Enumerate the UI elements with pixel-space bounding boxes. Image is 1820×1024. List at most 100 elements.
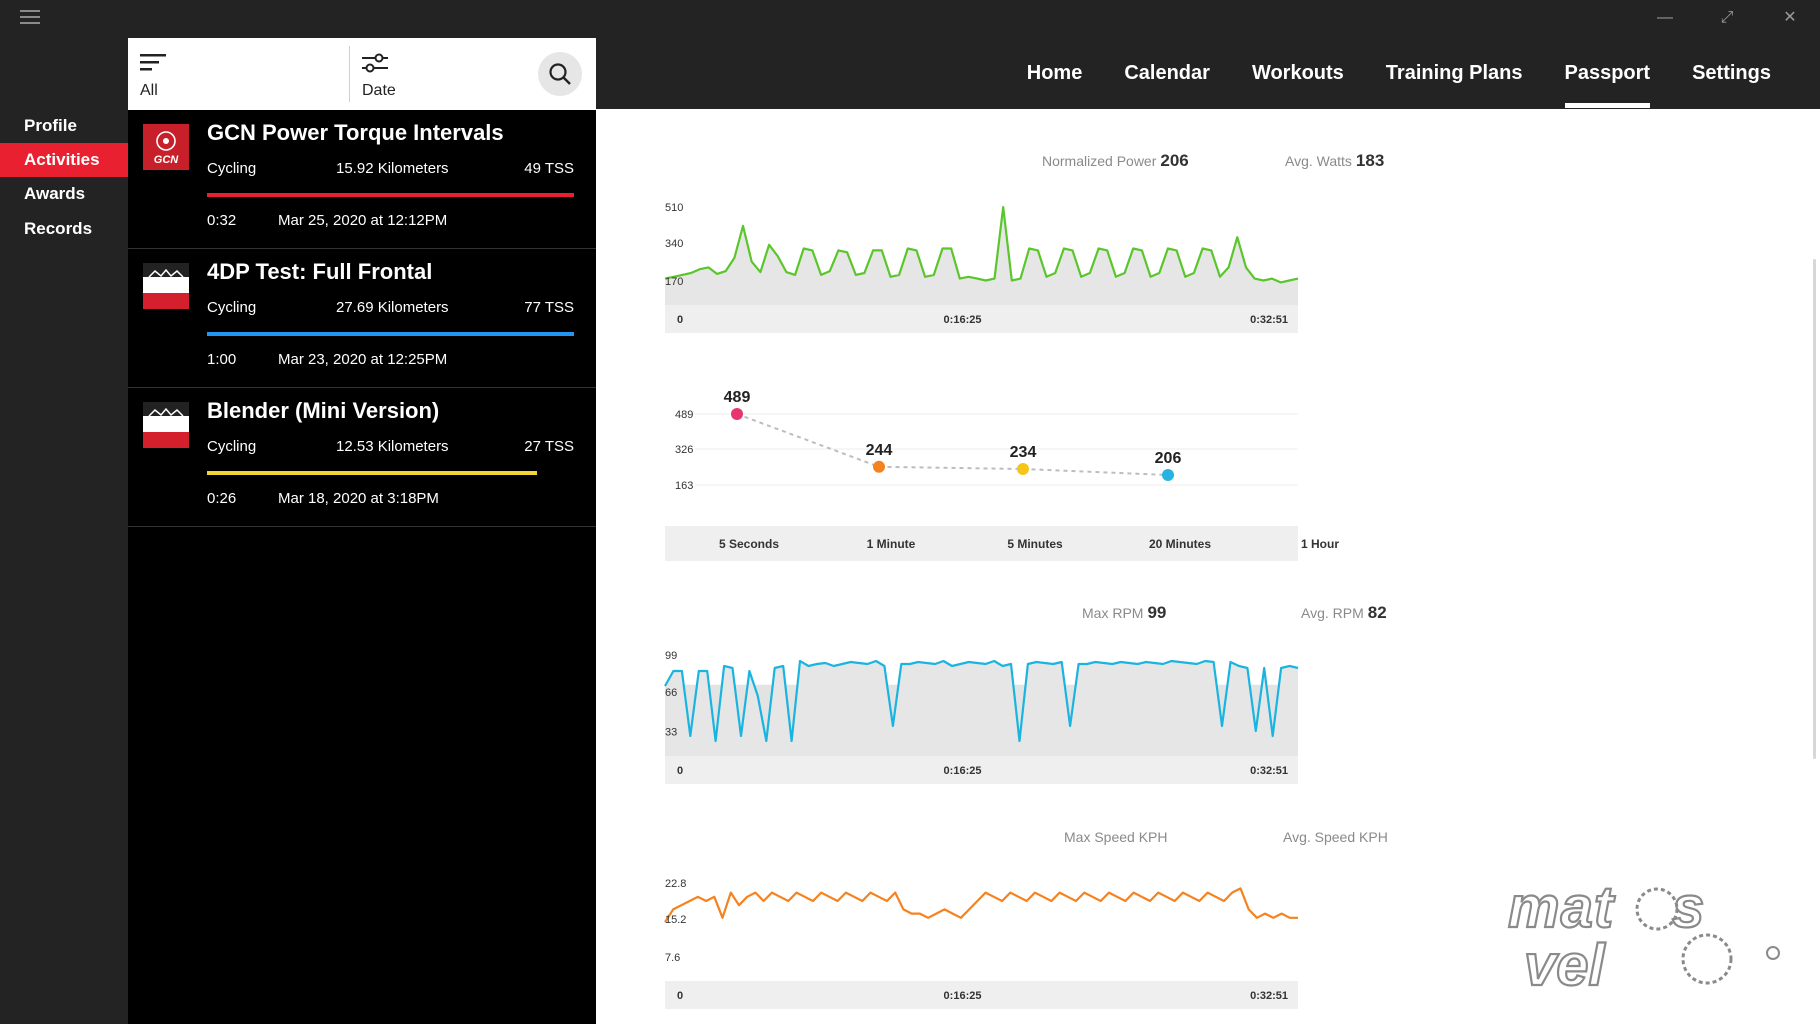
activity-duration: 0:32 <box>207 212 237 229</box>
scrollbar[interactable] <box>1813 259 1816 759</box>
cadence-y-tick: 99 <box>665 650 677 662</box>
activity-distance: 12.53 Kilometers <box>336 438 449 455</box>
sidebar-item-activities[interactable]: Activities <box>0 143 128 177</box>
sliders-icon <box>362 53 388 73</box>
hamburger-icon[interactable] <box>20 10 40 24</box>
nav-settings[interactable]: Settings <box>1692 62 1771 84</box>
activity-sport: Cycling <box>207 438 257 455</box>
power-curve-value-label: 489 <box>724 389 751 406</box>
normalized-power-stat: Normalized Power 206 <box>1042 151 1189 171</box>
charts-canvas: 510 340 170 0 0:16:25 0:32:51 489 326 163 489 244 2… <box>664 202 1339 1009</box>
sufferfest-logo-icon <box>143 263 189 309</box>
power-curve-y-tick: 489 <box>675 409 693 421</box>
activity-progress-bar <box>207 332 574 336</box>
sort-filter-button[interactable]: All <box>128 38 349 110</box>
cadence-x-axis-band <box>665 756 1298 784</box>
cadence-y-tick: 66 <box>665 687 677 699</box>
svg-text:GCN: GCN <box>154 154 180 166</box>
activity-date: Mar 25, 2020 at 12:12PM <box>278 212 448 229</box>
power-curve-point <box>873 460 885 473</box>
sort-lines-icon <box>140 54 166 71</box>
activity-progress-bar <box>207 471 537 475</box>
nav-home[interactable]: Home <box>1026 62 1083 84</box>
power-x-tick: 0:32:51 <box>1250 314 1288 326</box>
activity-date: Mar 18, 2020 at 3:18PM <box>278 490 439 507</box>
max-rpm-label: Max RPM <box>1082 605 1144 621</box>
speed-x-tick: 0 <box>677 990 683 1002</box>
activity-duration: 1:00 <box>207 351 237 368</box>
filter-bar: All Date <box>128 38 596 110</box>
filter-divider <box>349 46 350 102</box>
speed-y-tick: 22.8 <box>665 878 686 890</box>
power-curve-point <box>1162 469 1174 481</box>
sidebar-item-records[interactable]: Records <box>24 219 93 238</box>
power-y-tick: 510 <box>665 202 683 214</box>
power-curve-x-tick: 20 Minutes <box>1149 537 1211 551</box>
activity-item[interactable]: Blender (Mini Version) Cycling 12.53 Kil… <box>128 388 596 527</box>
activity-progress-bar <box>207 193 574 197</box>
svg-text:vel: vel <box>1524 933 1607 994</box>
cadence-area <box>665 661 1298 756</box>
power-curve-value-label: 234 <box>1010 444 1037 461</box>
avg-rpm-value: 82 <box>1367 603 1387 622</box>
matosvelo-watermark: mat s vel <box>1507 874 1780 994</box>
nav-training-plans[interactable]: Training Plans <box>1385 62 1523 84</box>
search-icon <box>549 63 571 85</box>
power-area <box>665 207 1298 305</box>
power-line <box>664 206 1299 284</box>
normalized-power-value: 206 <box>1160 151 1189 170</box>
close-icon[interactable]: ✕ <box>1783 9 1797 26</box>
power-curve-value-label: 244 <box>866 442 893 459</box>
activity-sport: Cycling <box>207 299 257 316</box>
top-nav: Home Calendar Workouts Training Plans Pa… <box>985 0 1820 109</box>
power-x-tick: 0:16:25 <box>944 314 982 326</box>
activity-tss: 77 TSS <box>524 299 574 316</box>
cadence-line <box>664 659 1299 743</box>
sidebar-item-profile[interactable]: Profile <box>24 116 77 135</box>
cadence-y-tick: 33 <box>665 726 677 738</box>
activity-item[interactable]: 4DP Test: Full Frontal Cycling 27.69 Kil… <box>128 249 596 388</box>
sidebar-item-awards[interactable]: Awards <box>24 184 86 203</box>
speed-y-tick: 15.2 <box>665 914 686 926</box>
activity-item[interactable]: GCN GCN Power Torque Intervals Cycling 1… <box>128 110 596 249</box>
power-y-tick: 170 <box>665 276 683 288</box>
date-filter-label: Date <box>362 82 396 99</box>
max-rpm-value: 99 <box>1147 603 1167 622</box>
activity-panel: All Date GCN GCN Power Torque Intervals … <box>128 38 596 1024</box>
maximize-icon[interactable]: ⤢ <box>1720 9 1734 26</box>
search-button[interactable] <box>538 52 582 96</box>
activity-distance: 15.92 Kilometers <box>336 160 449 177</box>
activity-date: Mar 23, 2020 at 12:25PM <box>278 351 448 368</box>
power-x-tick: 0 <box>677 314 683 326</box>
avg-watts-stat: Avg. Watts 183 <box>1285 151 1384 171</box>
max-speed-stat: Max Speed KPH <box>1064 829 1168 845</box>
activity-detail[interactable]: Normalized Power 206 Avg. Watts 183 Max RP… <box>596 109 1820 1024</box>
sufferfest-logo-icon <box>143 402 189 448</box>
power-curve-line <box>736 413 1169 476</box>
avg-watts-value: 183 <box>1355 151 1385 170</box>
activity-title: Blender (Mini Version) <box>207 398 440 423</box>
max-speed-label: Max Speed KPH <box>1064 829 1168 845</box>
activity-tss: 27 TSS <box>524 438 574 455</box>
power-y-tick: 340 <box>665 238 683 250</box>
avg-speed-label: Avg. Speed KPH <box>1283 829 1388 845</box>
speed-line <box>664 887 1298 923</box>
power-curve-x-tick: 5 Seconds <box>719 537 779 551</box>
power-curve-x-axis-band <box>665 526 1298 561</box>
sort-filter-label: All <box>140 82 158 99</box>
svg-text:mat: mat <box>1508 875 1616 940</box>
power-curve-x-tick: 5 Minutes <box>1007 537 1063 551</box>
power-curve-y-tick: 163 <box>675 480 693 492</box>
nav-workouts[interactable]: Workouts <box>1251 62 1344 84</box>
power-curve-x-tick: 1 Hour <box>1301 537 1339 551</box>
minimize-icon[interactable]: — <box>1657 9 1673 26</box>
power-x-axis-band <box>665 305 1298 333</box>
nav-passport[interactable]: Passport <box>1564 0 1650 109</box>
activity-title: 4DP Test: Full Frontal <box>207 259 433 284</box>
date-filter-button[interactable]: Date <box>350 38 530 110</box>
power-curve-point <box>1017 462 1029 475</box>
nav-calendar[interactable]: Calendar <box>1124 62 1210 84</box>
avg-speed-stat: Avg. Speed KPH <box>1283 829 1388 845</box>
avg-watts-label: Avg. Watts <box>1285 153 1352 169</box>
activity-tss: 49 TSS <box>524 160 574 177</box>
